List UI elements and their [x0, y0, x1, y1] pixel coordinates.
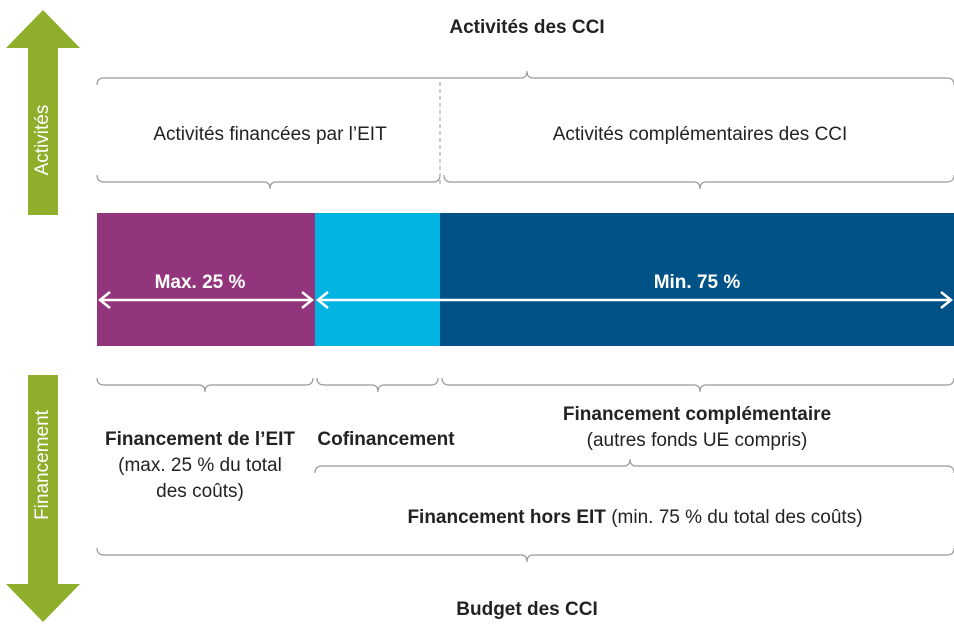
activity-label: Activités financées par l’EIT — [153, 124, 387, 145]
segment-eit — [97, 213, 315, 346]
brace — [96, 70, 954, 86]
bar-label: Min. 75 % — [654, 272, 741, 293]
brace — [96, 377, 314, 393]
side-label: Activités — [32, 105, 53, 176]
brace — [441, 377, 954, 393]
down-arrow — [6, 375, 80, 622]
side-label: Financement — [32, 409, 53, 520]
funding-line: Financement hors EIT (min. 75 % du total… — [407, 507, 862, 528]
funding-title: Financement complémentaire — [563, 404, 831, 425]
funding-note: (autres fonds UE compris) — [587, 430, 808, 451]
funding-title: Financement hors EIT — [407, 507, 606, 528]
segment-cofinancing — [315, 213, 440, 346]
brace — [316, 377, 439, 393]
brace — [314, 458, 954, 474]
funding-note: (min. 75 % du total des coûts) — [606, 507, 863, 528]
brace — [443, 174, 954, 190]
funding-note: (max. 25 % du total — [118, 455, 282, 476]
top-title: Activités des CCI — [449, 17, 604, 38]
funding-title: Cofinancement — [317, 429, 455, 450]
up-arrow — [6, 10, 80, 215]
funding-note: des coûts) — [156, 481, 244, 502]
funding-title: Financement de l’EIT — [105, 429, 295, 450]
bar-label: Max. 25 % — [155, 272, 246, 293]
bottom-title: Budget des CCI — [456, 599, 597, 620]
arrows — [97, 291, 954, 309]
activity-label: Activités complémentaires des CCI — [553, 124, 848, 145]
brace — [96, 547, 954, 563]
brace — [96, 174, 441, 190]
segment-complementary — [440, 213, 954, 346]
